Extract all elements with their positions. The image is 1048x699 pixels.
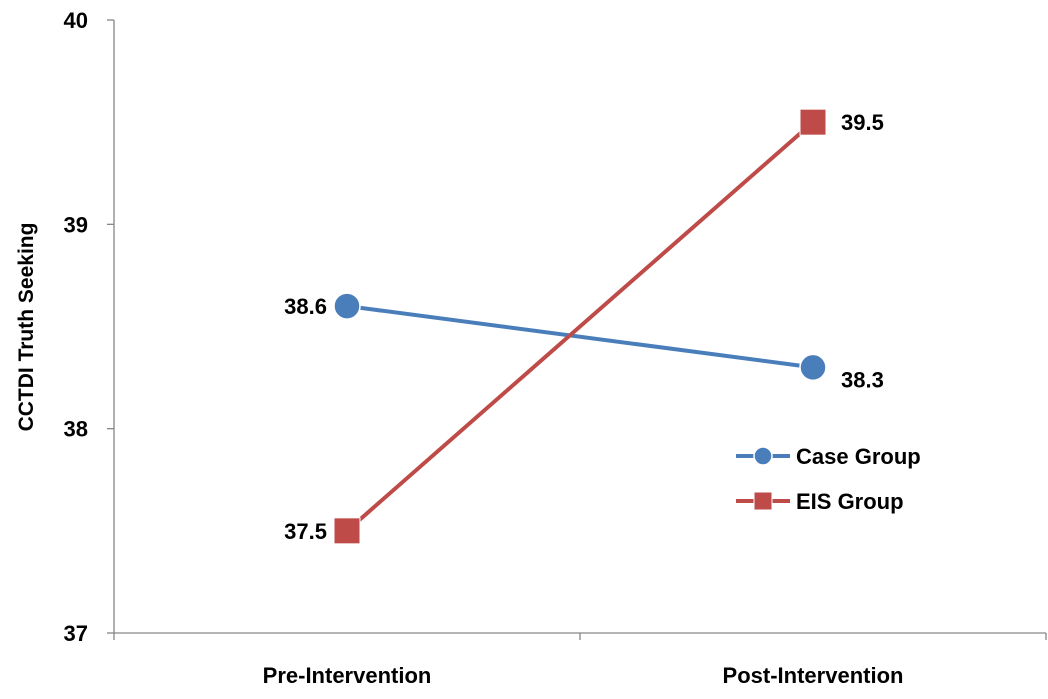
y-tick-label: 38 [64,417,88,442]
data-label: 37.5 [284,519,327,544]
series-line [346,304,814,370]
data-label: 39.5 [841,110,884,135]
square-marker [799,108,827,136]
y-tick-label: 39 [64,212,88,237]
y-tick-label: 37 [64,621,88,646]
x-tick-labels: Pre-Intervention Post-Intervention [263,663,904,688]
circle-marker [753,446,773,466]
data-labels: 38.6 38.3 37.5 39.5 [284,110,884,544]
legend-item: EIS Group [736,489,904,514]
circle-marker [799,353,827,382]
series-eis-group [333,108,827,545]
circle-marker [333,292,361,320]
square-marker [753,491,773,511]
x-tick-label: Post-Intervention [723,663,904,688]
y-axis-label: CCTDI Truth Seeking [15,223,38,432]
data-label: 38.6 [284,294,327,319]
legend-item: Case Group [736,444,921,469]
y-tick-label: 40 [64,8,88,33]
series-layer [333,108,827,545]
legend-label: Case Group [796,444,921,469]
series-case-group [333,292,827,382]
legend: Case Group EIS Group [736,444,921,514]
axes [107,19,1047,640]
legend-label: EIS Group [796,489,904,514]
y-tick-labels: 37 38 39 40 [64,8,88,646]
series-line [345,120,815,533]
x-tick-label: Pre-Intervention [263,663,432,688]
square-marker [333,517,361,545]
data-label: 38.3 [841,367,884,392]
